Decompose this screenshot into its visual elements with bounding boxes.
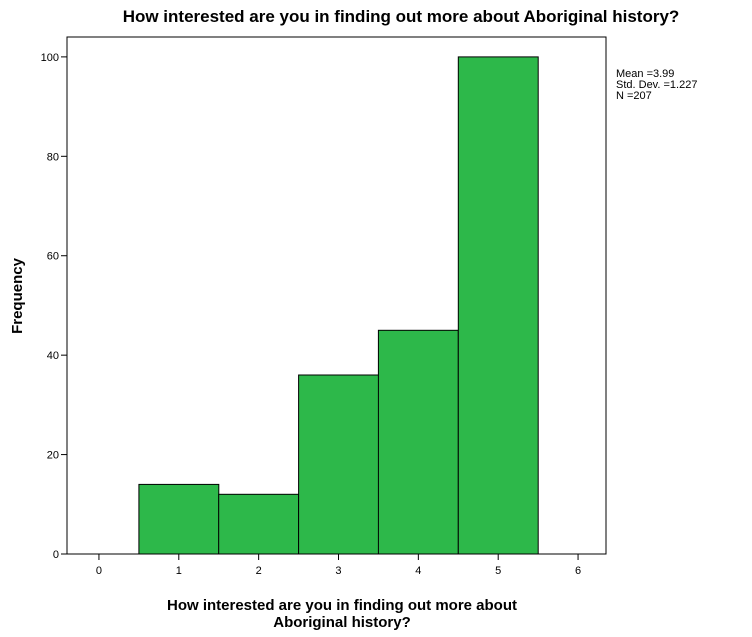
y-tick-label: 20 bbox=[47, 450, 59, 462]
stat-mean: Mean =3.99 bbox=[616, 68, 674, 80]
y-tick-label: 60 bbox=[47, 251, 59, 263]
x-axis-label-line-1: How interested are you in finding out mo… bbox=[167, 597, 517, 614]
y-tick-label: 0 bbox=[53, 549, 59, 561]
bar-2 bbox=[218, 493, 300, 555]
stat-std-dev: Std. Dev. =1.227 bbox=[616, 79, 697, 91]
x-axis: 0 1 2 3 4 5 6 bbox=[96, 554, 581, 577]
x-tick-label: 6 bbox=[575, 565, 581, 577]
y-tick-label: 80 bbox=[47, 151, 59, 163]
y-axis: 0 20 40 60 80 100 bbox=[41, 52, 67, 561]
x-tick-label: 3 bbox=[335, 565, 341, 577]
x-tick-label: 4 bbox=[415, 565, 421, 577]
bar-4 bbox=[377, 329, 459, 555]
x-tick-label: 5 bbox=[495, 565, 501, 577]
x-tick-label: 0 bbox=[96, 565, 102, 577]
y-axis-label: Frequency bbox=[9, 257, 26, 334]
chart-title: How interested are you in finding out mo… bbox=[123, 7, 680, 26]
x-axis-label-line-2: Aboriginal history? bbox=[273, 614, 411, 631]
y-tick-label: 100 bbox=[41, 52, 59, 64]
y-tick-label: 40 bbox=[47, 350, 59, 362]
x-tick-label: 2 bbox=[256, 565, 262, 577]
statistics-box: Mean =3.99 Std. Dev. =1.227 N =207 bbox=[616, 68, 697, 102]
bar-1 bbox=[138, 483, 220, 555]
x-tick-label: 1 bbox=[176, 565, 182, 577]
bar-3 bbox=[298, 374, 380, 555]
stat-n: N =207 bbox=[616, 90, 652, 102]
plot-area: 0 20 40 60 80 100 0 1 2 3 4 5 6 bbox=[41, 36, 607, 577]
bar-5 bbox=[457, 56, 539, 555]
bars-group bbox=[138, 56, 539, 555]
